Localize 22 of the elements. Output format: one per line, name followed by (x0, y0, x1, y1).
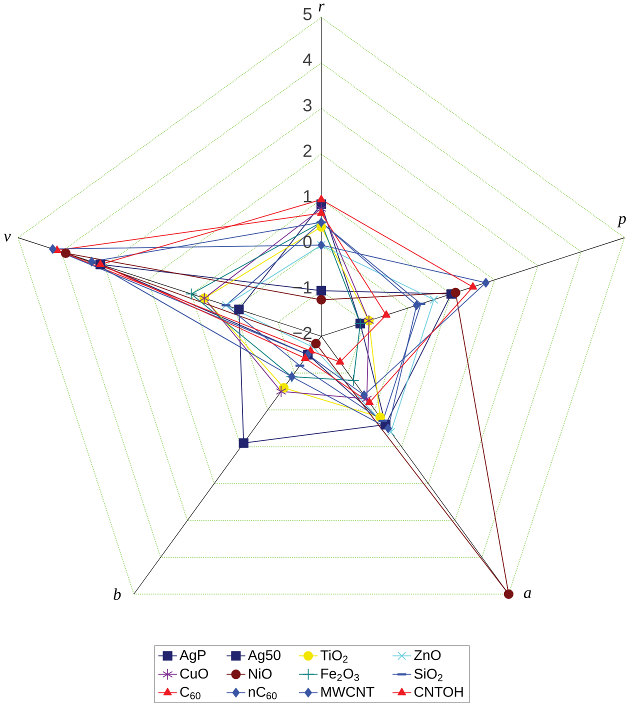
spoke-label: r (318, 4, 324, 12)
legend-label: nC$_{60}$ (248, 686, 277, 700)
y-tick-label: 3 (303, 99, 312, 112)
spoke-label: p (617, 216, 626, 228)
legend-label: TiO$_{2}$ (320, 650, 348, 663)
spoke-label: a (524, 590, 531, 598)
legend-label: NiO (249, 668, 272, 679)
spoke-label: b (114, 588, 121, 600)
legend-label: C$_{60}$ (180, 686, 200, 700)
legend-label: MWCNT (321, 686, 374, 697)
legend-label: ZnO (414, 650, 441, 660)
legend-label: CNTOH (414, 686, 463, 697)
y-tick-label: 2 (303, 144, 312, 157)
y-tick-label: 4 (302, 54, 312, 66)
legend-label: Ag50 (248, 650, 280, 663)
legend-label: SiO$_{2}$ (414, 668, 442, 682)
y-tick-label: 1 (304, 190, 312, 202)
y-tick-label: 5 (303, 8, 312, 20)
legend-label: CuO (180, 668, 208, 679)
spoke-label: v (4, 234, 11, 242)
legend-label: Fe$_{2}$O$_{3}$ (321, 668, 359, 682)
legend-label: AgP (180, 650, 206, 663)
